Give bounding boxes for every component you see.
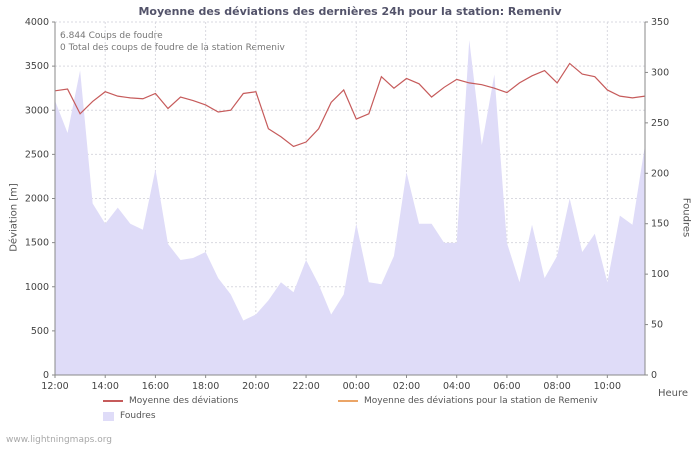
strike-count-annotation: 6.844 Coups de foudre xyxy=(60,31,163,41)
left-tick-label: 3000 xyxy=(25,105,49,116)
right-tick-label: 350 xyxy=(651,17,669,28)
x-tick-label: 00:00 xyxy=(343,381,370,392)
x-tick-label: 16:00 xyxy=(142,381,169,392)
x-tick-label: 22:00 xyxy=(292,381,319,392)
legend-label-station-deviation: Moyenne des déviations pour la station d… xyxy=(364,396,598,406)
right-tick-label: 150 xyxy=(651,219,669,230)
legend-label-deviation: Moyenne des déviations xyxy=(129,396,239,406)
legend: Moyenne des déviations Moyenne des dévia… xyxy=(103,396,598,421)
right-axis-label: Foudres xyxy=(680,197,692,238)
watermark: www.lightningmaps.org xyxy=(6,435,112,445)
foudres-area-swatch xyxy=(103,411,114,421)
left-tick-label: 4000 xyxy=(25,17,49,28)
deviation-line-swatch xyxy=(103,400,123,402)
left-tick-label: 3500 xyxy=(25,61,49,72)
x-tick-label: 02:00 xyxy=(393,381,420,392)
station-strike-count-annotation: 0 Total des coups de foudre de la statio… xyxy=(60,43,285,53)
x-tick-label: 04:00 xyxy=(443,381,470,392)
x-tick-label: 10:00 xyxy=(594,381,621,392)
x-tick-label: 20:00 xyxy=(242,381,269,392)
deviation-line xyxy=(54,62,646,148)
x-tick-label: 08:00 xyxy=(543,381,570,392)
legend-item-deviation: Moyenne des déviations xyxy=(103,396,308,406)
right-tick-label: 100 xyxy=(651,269,669,280)
right-tick-label: 0 xyxy=(651,370,657,381)
left-tick-label: 500 xyxy=(31,326,49,337)
right-tick-label: 50 xyxy=(651,320,663,331)
legend-label-foudres: Foudres xyxy=(120,411,156,421)
left-axis-label: Déviation [m] xyxy=(8,183,20,252)
left-tick-label: 1000 xyxy=(25,282,49,293)
foudres-area xyxy=(55,40,645,375)
x-tick-label: 06:00 xyxy=(493,381,520,392)
legend-item-station-deviation: Moyenne des déviations pour la station d… xyxy=(338,396,598,406)
left-tick-label: 2500 xyxy=(25,149,49,160)
left-tick-label: 0 xyxy=(43,370,49,381)
right-tick-label: 300 xyxy=(651,67,669,78)
chart-title: Moyenne des déviations des dernières 24h… xyxy=(138,5,562,18)
x-axis-label: Heure xyxy=(657,388,688,399)
legend-item-foudres: Foudres xyxy=(103,411,308,421)
station-line-swatch xyxy=(338,400,358,402)
right-tick-label: 200 xyxy=(651,168,669,179)
x-tick-label: 12:00 xyxy=(41,381,68,392)
right-tick-label: 250 xyxy=(651,118,669,129)
left-tick-label: 1500 xyxy=(25,238,49,249)
left-tick-label: 2000 xyxy=(25,194,49,205)
x-tick-label: 18:00 xyxy=(192,381,219,392)
x-tick-label: 14:00 xyxy=(92,381,119,392)
